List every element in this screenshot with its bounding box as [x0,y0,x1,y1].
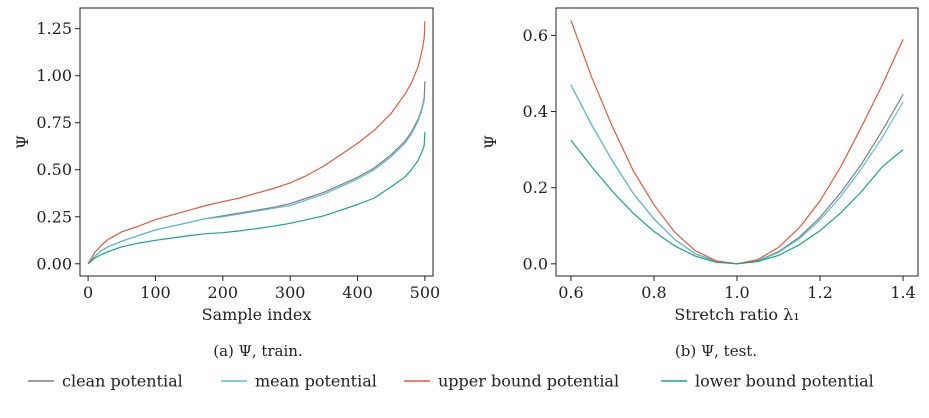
axes-frame [79,7,434,277]
y-tick-label: 1.25 [36,19,72,38]
legend-label-mean: mean potential [255,372,377,391]
x-tick-label: 1.2 [807,283,832,302]
series-line-lower [570,139,904,265]
legend: clean potential mean potential upper bound… [28,372,874,391]
series-line-lower [87,132,426,265]
y-tick-label: 0.00 [36,254,72,273]
y-tick-label: 0.25 [36,207,72,226]
x-tick-label: 500 [410,283,441,302]
series-line-clean [87,81,426,265]
x-axis-label: Stretch ratio λ₁ [674,305,799,324]
x-tick-label: 1.4 [890,283,915,302]
x-tick-label: 400 [342,283,373,302]
x-tick-label: 0.6 [558,283,583,302]
series-line-mean [87,99,425,265]
series-line-upper [87,21,426,265]
caption-train: (a) Ψ, train. [213,342,302,360]
y-tick-label: 0.4 [523,102,548,121]
series-line-upper [570,19,904,265]
x-tick-label: 100 [140,283,171,302]
x-tick-label: 0 [83,283,93,302]
y-axis-label: Ψ [481,135,500,149]
panel-train: 0 100 200 300 400 500 0.00 0.25 0.50 0.75 1.00 1.25… [13,7,441,324]
x-tick-label: 300 [275,283,306,302]
x-tick-label: 1.0 [724,283,749,302]
caption-test: (b) Ψ, test. [675,342,757,360]
y-axis-label: Ψ [13,135,32,149]
y-tick-label: 0.0 [523,254,548,273]
y-tick-label: 0.6 [523,26,548,45]
legend-label-lower: lower bound potential [695,372,874,391]
y-tick-label: 0.2 [523,178,548,197]
x-axis-label: Sample index [202,305,312,324]
legend-label-upper: upper bound potential [438,372,619,391]
legend-label-clean: clean potential [62,372,183,391]
y-tick-label: 0.50 [36,160,72,179]
panel-test: 0.6 0.8 1.0 1.2 1.4 0.0 0.2 0.4 0.6 Stretch ratio… [481,7,919,324]
y-tick-label: 0.75 [36,113,72,132]
series-line-mean [570,84,904,265]
x-tick-label: 0.8 [641,283,666,302]
axes-frame [555,7,919,277]
y-tick-label: 1.00 [36,66,72,85]
x-tick-label: 200 [208,283,239,302]
